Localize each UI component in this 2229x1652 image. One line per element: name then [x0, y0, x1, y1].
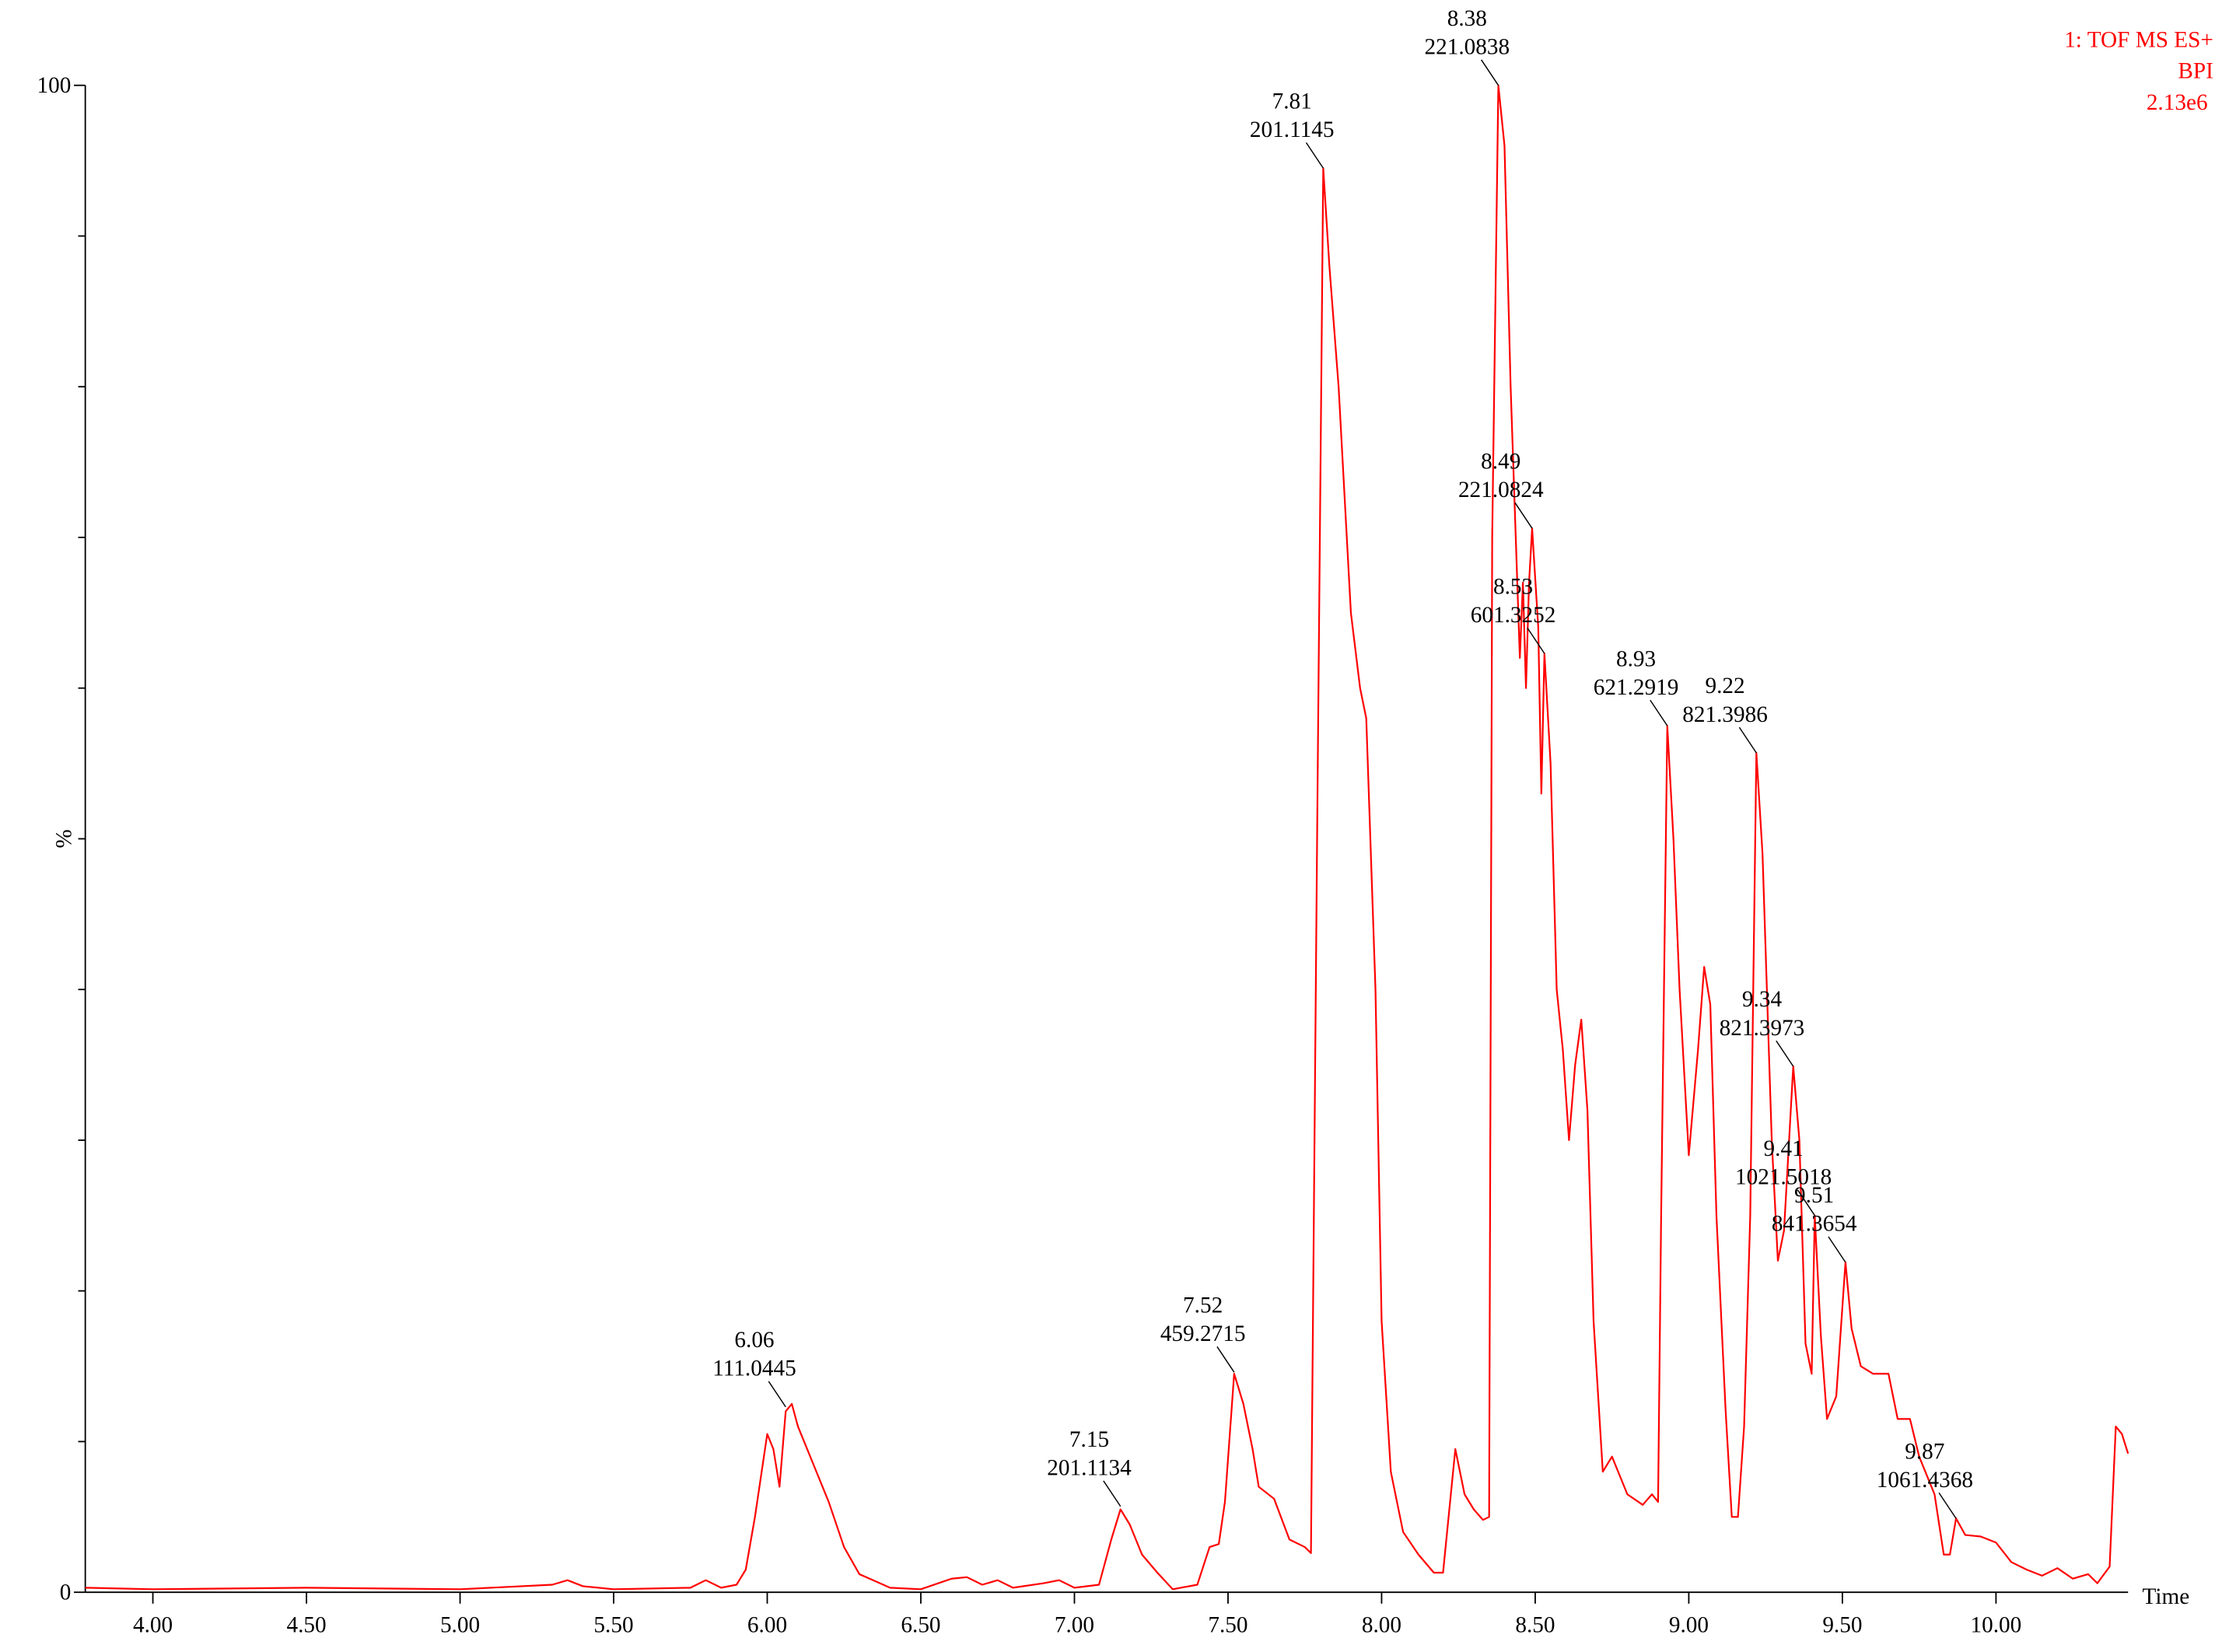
peak-leader	[1828, 1236, 1846, 1263]
x-tick-label: 6.00	[747, 1612, 787, 1637]
peak-time: 8.93	[1616, 646, 1656, 671]
peak-leader	[1305, 142, 1324, 169]
x-tick-label: 9.50	[1822, 1612, 1862, 1637]
x-axis-label: Time	[2143, 1584, 2190, 1609]
peak-time: 9.41	[1764, 1136, 1804, 1161]
x-tick-label: 7.00	[1055, 1612, 1094, 1637]
peak-time: 9.34	[1742, 987, 1783, 1012]
y-tick-label: 100	[37, 73, 72, 98]
x-tick-label: 4.50	[286, 1612, 326, 1637]
peak-leader	[1938, 1492, 1957, 1519]
x-tick-label: 7.50	[1208, 1612, 1247, 1637]
peak-time: 8.38	[1447, 6, 1487, 31]
peak-time: 7.52	[1183, 1293, 1223, 1318]
peak-time: 8.49	[1481, 450, 1520, 474]
peak-mz: 1061.4368	[1877, 1468, 1973, 1493]
peak-mz: 111.0445	[712, 1356, 796, 1381]
peak-mz: 841.3654	[1772, 1212, 1857, 1237]
peak-time: 9.87	[1905, 1439, 1944, 1464]
peak-time: 6.06	[734, 1328, 774, 1353]
peak-leader	[1738, 726, 1757, 754]
x-tick-label: 4.00	[133, 1612, 173, 1637]
title-line: BPI	[2178, 59, 2213, 84]
peak-mz: 1021.5018	[1735, 1165, 1832, 1190]
x-tick-label: 5.50	[593, 1612, 633, 1637]
trace	[85, 84, 2129, 1591]
peak-mz: 821.3986	[1682, 702, 1768, 727]
peak-leader	[1776, 1040, 1794, 1067]
y-axis-label: %	[51, 829, 76, 848]
title-line: 1: TOF MS ES+	[2064, 27, 2213, 52]
y-tick-label: 0	[60, 1580, 72, 1605]
peak-mz: 221.0838	[1425, 35, 1510, 60]
peak-leader	[1103, 1480, 1121, 1507]
x-tick-label: 5.00	[440, 1612, 480, 1637]
peak-time: 9.22	[1706, 674, 1745, 698]
peak-mz: 621.2919	[1594, 675, 1679, 700]
peak-mz: 201.1145	[1250, 117, 1335, 142]
x-tick-label: 6.50	[901, 1612, 940, 1637]
x-tick-label: 10.00	[1970, 1612, 2021, 1637]
peak-mz: 601.3252	[1471, 603, 1556, 628]
peak-time: 8.53	[1493, 574, 1533, 599]
peak-leader	[1480, 59, 1499, 86]
peak-mz: 201.1134	[1047, 1456, 1132, 1481]
peak-leader	[1650, 699, 1668, 726]
peak-leader	[1514, 502, 1533, 529]
peak-leader	[1216, 1346, 1235, 1373]
title-line: 2.13e6	[2147, 90, 2208, 115]
x-tick-label: 8.00	[1362, 1612, 1401, 1637]
x-tick-label: 8.50	[1515, 1612, 1555, 1637]
peak-mz: 821.3973	[1720, 1016, 1805, 1041]
x-tick-label: 9.00	[1669, 1612, 1709, 1637]
peak-time: 7.81	[1272, 89, 1312, 114]
peak-time: 9.51	[1794, 1183, 1834, 1208]
peak-leader	[768, 1381, 786, 1408]
peak-leader	[1527, 627, 1545, 654]
peak-mz: 221.0824	[1458, 478, 1544, 502]
peak-time: 7.15	[1069, 1427, 1109, 1452]
peak-leader	[1797, 1189, 1815, 1216]
peak-mz: 459.2715	[1160, 1321, 1246, 1346]
